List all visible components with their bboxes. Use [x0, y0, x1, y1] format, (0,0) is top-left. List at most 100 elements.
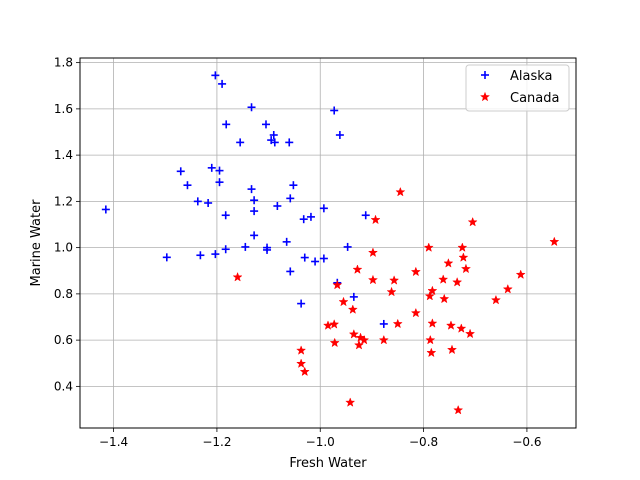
- data-point-alaska: [379, 319, 388, 328]
- data-point-canada: [367, 274, 379, 285]
- data-point-canada: [299, 366, 310, 377]
- data-point-canada: [296, 345, 307, 355]
- data-point-alaska: [196, 251, 205, 260]
- x-tick-label: −0.8: [409, 435, 438, 449]
- data-point-alaska: [215, 166, 224, 175]
- data-point-canada: [427, 285, 438, 296]
- data-point-canada: [378, 334, 389, 345]
- data-point-alaska: [269, 131, 278, 140]
- data-point-canada: [490, 294, 501, 305]
- data-point-canada: [424, 290, 435, 301]
- data-point-alaska: [282, 237, 291, 246]
- data-point-alaska: [221, 211, 230, 220]
- y-tick-label: 1.8: [54, 56, 73, 70]
- data-point-canada: [329, 319, 340, 329]
- data-point-alaska: [285, 138, 294, 147]
- data-point-canada: [457, 242, 468, 252]
- data-point-canada: [332, 279, 343, 290]
- x-tick-label: −0.6: [512, 435, 541, 449]
- data-point-alaska: [250, 231, 259, 240]
- y-axis-label: Marine Water: [29, 199, 44, 287]
- data-point-alaska: [286, 267, 295, 276]
- y-tick-label: 0.4: [54, 379, 73, 393]
- data-point-alaska: [218, 79, 227, 88]
- data-point-alaska: [319, 254, 328, 263]
- data-point-canada: [445, 320, 457, 330]
- data-point-alaska: [330, 106, 339, 115]
- axis-ticks: −1.4 −1.2 −1.0 −0.8 −0.6 0.4 0.6 0.8 1.0 1.2 1.4 1.…: [54, 56, 542, 449]
- data-point-alaska: [211, 250, 220, 259]
- data-point-alaska: [297, 299, 306, 308]
- data-point-canada: [446, 344, 458, 355]
- data-points: [101, 71, 560, 415]
- data-point-canada: [347, 304, 358, 314]
- data-point-alaska: [286, 194, 295, 203]
- legend: Alaska Canada: [465, 64, 570, 112]
- legend-marker-canada: [479, 91, 491, 102]
- data-point-alaska: [176, 167, 185, 176]
- data-point-canada: [352, 264, 363, 274]
- data-point-alaska: [299, 215, 308, 224]
- data-point-canada: [410, 307, 421, 318]
- legend-symbol-canada: [479, 91, 491, 102]
- data-point-alaska: [262, 120, 270, 129]
- data-point-alaska: [270, 138, 279, 147]
- data-point-canada: [338, 296, 349, 307]
- data-point-alaska: [101, 205, 110, 214]
- data-point-canada: [386, 286, 397, 297]
- data-point-canada: [232, 271, 243, 282]
- data-point-canada: [515, 269, 526, 279]
- data-point-canada: [359, 334, 370, 345]
- x-tick-label: −1.2: [202, 435, 231, 449]
- y-tick-label: 1.0: [54, 241, 73, 255]
- data-point-alaska: [183, 181, 192, 190]
- data-point-alaska: [236, 138, 245, 147]
- data-point-alaska: [222, 120, 231, 129]
- data-point-canada: [370, 214, 381, 225]
- data-point-alaska: [319, 204, 328, 213]
- data-point-canada: [329, 337, 340, 348]
- data-point-alaska: [247, 185, 256, 194]
- data-point-alaska: [335, 131, 344, 140]
- legend-label-alaska: Alaska: [510, 69, 553, 84]
- data-point-canada: [443, 258, 454, 268]
- data-point-alaska: [193, 197, 202, 206]
- data-point-canada: [353, 339, 365, 350]
- data-point-alaska: [211, 71, 220, 80]
- legend-symbol-alaska: [481, 71, 489, 79]
- data-point-canada: [423, 242, 434, 252]
- data-point-canada: [410, 266, 421, 277]
- data-point-canada: [296, 358, 307, 369]
- plot-frame: [79, 57, 577, 429]
- data-point-canada: [426, 347, 437, 358]
- data-point-alaska: [204, 198, 213, 207]
- legend-marker-alaska: [481, 71, 489, 79]
- data-point-canada: [465, 328, 476, 339]
- data-point-alaska: [311, 257, 320, 266]
- data-point-alaska: [349, 292, 358, 301]
- data-point-alaska: [306, 212, 315, 221]
- data-point-canada: [395, 186, 406, 197]
- data-point-canada: [348, 329, 359, 339]
- data-point-canada: [389, 275, 400, 285]
- data-point-alaska: [250, 207, 259, 216]
- data-point-canada: [425, 334, 436, 345]
- data-point-canada: [460, 263, 472, 274]
- legend-label-canada: Canada: [510, 91, 559, 106]
- x-axis-label: Fresh Water: [289, 456, 367, 471]
- data-point-canada: [467, 216, 478, 227]
- data-point-canada: [502, 283, 513, 294]
- data-point-alaska: [250, 196, 259, 205]
- x-tick-label: −1.0: [306, 435, 335, 449]
- legend-box: [465, 64, 570, 112]
- data-point-canada: [456, 323, 467, 333]
- data-point-canada: [549, 236, 560, 247]
- data-point-alaska: [247, 103, 256, 112]
- data-point-alaska: [221, 245, 230, 254]
- data-point-canada: [453, 404, 464, 415]
- data-point-alaska: [162, 253, 171, 262]
- data-point-alaska: [300, 253, 309, 262]
- data-point-alaska: [207, 163, 216, 172]
- data-point-alaska: [263, 245, 272, 254]
